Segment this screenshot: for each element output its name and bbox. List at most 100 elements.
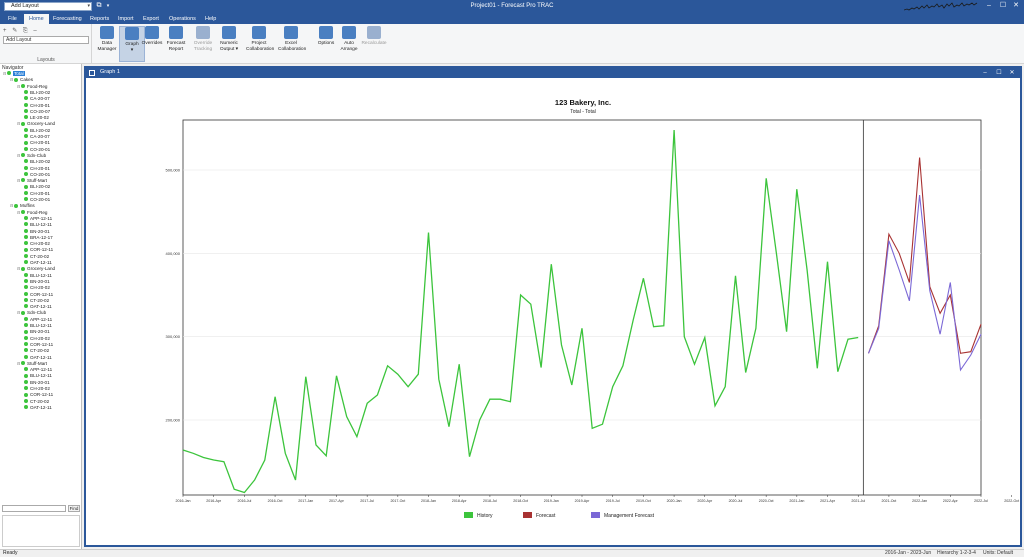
numeric-output-button[interactable]: Numeric Output ▾: [216, 26, 242, 62]
tree-leaf-item[interactable]: BN-20-01: [24, 329, 50, 335]
tree-leaf-item[interactable]: CA-20-07: [24, 134, 50, 140]
tree-leaf-item[interactable]: COR-12-11: [24, 247, 53, 253]
tree-leaf-item[interactable]: CH-20-01: [24, 103, 50, 109]
data-manager-button[interactable]: Data Manager: [94, 26, 120, 62]
forecast-chart[interactable]: 123 Bakery, Inc. Total - Total 200,000 30…: [86, 78, 1020, 545]
collapse-icon[interactable]: ⊟: [10, 203, 14, 209]
minimize-button[interactable]: –: [987, 2, 991, 9]
tree-leaf-item[interactable]: BLI-20-02: [24, 90, 50, 96]
find-button[interactable]: Find: [68, 505, 80, 512]
tree-leaf-item[interactable]: CH-20-02: [24, 241, 50, 247]
tree-group-item[interactable]: ⊟ Sdn-Club: [17, 153, 46, 159]
menu-tab-operations[interactable]: Operations: [169, 16, 196, 22]
tree-leaf-item[interactable]: LE-20-02: [24, 115, 49, 121]
menu-tab-reports[interactable]: Reports: [90, 16, 110, 22]
tree-group-item[interactable]: ⊟ Total: [3, 71, 25, 77]
collapse-icon[interactable]: ⊟: [17, 178, 21, 184]
graph-close-button[interactable]: ✕: [1009, 70, 1015, 76]
layout-window-icon[interactable]: ⧉: [96, 2, 102, 9]
tree-leaf-item[interactable]: CO-20-01: [24, 172, 50, 178]
tree-leaf-item[interactable]: CH-20-02: [24, 386, 50, 392]
edit-icon[interactable]: ✎: [12, 28, 18, 34]
graph-minimize-button[interactable]: –: [983, 70, 987, 76]
tree-leaf-item[interactable]: APP-12-11: [24, 317, 52, 323]
add-icon[interactable]: +: [3, 28, 7, 34]
tree-leaf-item[interactable]: APP-12-11: [24, 216, 52, 222]
tree-leaf-item[interactable]: CO-20-01: [24, 197, 50, 203]
forecast-report-button[interactable]: Forecast Report: [163, 26, 189, 62]
excel-collaboration-button[interactable]: Excel Collaboration: [278, 26, 306, 62]
close-button[interactable]: ✕: [1013, 2, 1019, 9]
menu-tab-home[interactable]: Home: [24, 14, 49, 24]
menu-tab-forecasting[interactable]: Forecasting: [53, 16, 82, 22]
tree-group-item[interactable]: ⊟ Food-Reg: [17, 84, 47, 90]
tree-group-item[interactable]: ⊟ Grocery-Land: [17, 121, 55, 127]
project-collaboration-button[interactable]: Project Collaboration: [246, 26, 274, 62]
tree-group-item[interactable]: ⊟ Sdn-Club: [17, 310, 46, 316]
tree-leaf-item[interactable]: BLU-12-11: [24, 323, 52, 329]
tree-leaf-item[interactable]: BN-20-01: [24, 229, 50, 235]
tree-leaf-item[interactable]: CH-20-01: [24, 166, 50, 172]
chevron-down-icon[interactable]: ▾: [106, 3, 110, 9]
tree-leaf-item[interactable]: BRA-12-17: [24, 235, 53, 241]
tree-leaf-item[interactable]: CT-20-02: [24, 399, 49, 405]
options-button[interactable]: Options: [313, 26, 339, 62]
tree-group-item[interactable]: ⊟ Grocery-Land: [17, 266, 55, 272]
collapse-icon[interactable]: ⊟: [17, 209, 21, 215]
find-input[interactable]: [2, 505, 66, 512]
tree-leaf-item[interactable]: BLI-20-02: [24, 184, 50, 190]
menu-tab-help[interactable]: Help: [205, 16, 217, 22]
collapse-icon[interactable]: ⊟: [17, 266, 21, 272]
tree-leaf-item[interactable]: COR-12-11: [24, 292, 53, 298]
tree-leaf-item[interactable]: BN-20-01: [24, 380, 50, 386]
override-tracking-button[interactable]: Override Tracking: [190, 26, 216, 62]
tree-leaf-item[interactable]: BLU-12-11: [24, 222, 52, 228]
collapse-icon[interactable]: ⊟: [17, 121, 21, 127]
tree-leaf-item[interactable]: COR-12-11: [24, 392, 53, 398]
collapse-icon[interactable]: ⊟: [17, 83, 21, 89]
layout-select[interactable]: Add Layout: [3, 36, 89, 44]
copy-icon[interactable]: ⎘: [22, 28, 28, 34]
collapse-icon[interactable]: ⊟: [17, 310, 21, 316]
menu-tab-import[interactable]: Import: [118, 16, 134, 22]
tree-leaf-item[interactable]: CT-20-02: [24, 298, 49, 304]
tree-group-item[interactable]: ⊟ Stuff-Mart: [17, 361, 47, 367]
tree-leaf-item[interactable]: BLI-20-02: [24, 128, 50, 134]
tree-leaf-item[interactable]: OAT-12-11: [24, 304, 52, 310]
tree-leaf-item[interactable]: OAT-12-11: [24, 405, 52, 411]
tree-leaf-item[interactable]: CH-20-02: [24, 336, 50, 342]
collapse-icon[interactable]: ⊟: [3, 71, 7, 76]
tree-leaf-item[interactable]: CH-20-01: [24, 140, 50, 146]
tree-group-item[interactable]: ⊟ Muffins: [10, 203, 35, 209]
graph-button[interactable]: Graph ▾: [119, 26, 145, 62]
graph-maximize-button[interactable]: ☐: [996, 70, 1002, 76]
delete-icon[interactable]: –: [33, 28, 37, 34]
collapse-icon[interactable]: ⊟: [17, 360, 21, 366]
auto-arrange-button[interactable]: Auto Arrange: [336, 26, 362, 62]
tree-leaf-item[interactable]: BN-20-01: [24, 279, 50, 285]
tree-leaf-item[interactable]: APP-12-11: [24, 367, 52, 373]
tree-leaf-item[interactable]: CO-20-01: [24, 147, 50, 153]
tree-leaf-item[interactable]: CO-20-07: [24, 109, 50, 115]
layout-combo[interactable]: Add Layout ▾: [4, 2, 92, 11]
recalculate-button[interactable]: Recalculate: [361, 26, 387, 62]
tree-leaf-item[interactable]: OAT-12-11: [24, 260, 52, 266]
menu-tab-file[interactable]: File: [8, 16, 17, 22]
tree-leaf-item[interactable]: OAT-12-11: [24, 355, 52, 361]
tree-group-item[interactable]: ⊟ Food-Reg: [17, 210, 47, 216]
collapse-icon[interactable]: ⊟: [10, 77, 14, 83]
collapse-icon[interactable]: ⊟: [17, 152, 21, 158]
tree-leaf-item[interactable]: CH-20-01: [24, 191, 50, 197]
tree-leaf-item[interactable]: COR-12-11: [24, 342, 53, 348]
tree-leaf-item[interactable]: BLU-12-11: [24, 373, 52, 379]
tree-leaf-item[interactable]: CA-20-07: [24, 96, 50, 102]
tree-leaf-item[interactable]: CT-20-02: [24, 254, 49, 260]
maximize-button[interactable]: ☐: [999, 2, 1007, 9]
tree-leaf-item[interactable]: CT-20-02: [24, 348, 49, 354]
tree-group-item[interactable]: ⊟ Stuff-Mart: [17, 178, 47, 184]
overrides-button[interactable]: Overrides: [139, 26, 165, 62]
tree-leaf-item[interactable]: BLI-20-02: [24, 159, 50, 165]
tree-leaf-item[interactable]: BLU-12-11: [24, 273, 52, 279]
menu-tab-export[interactable]: Export: [143, 16, 159, 22]
tree-group-item[interactable]: ⊟ Cakes: [10, 77, 33, 83]
